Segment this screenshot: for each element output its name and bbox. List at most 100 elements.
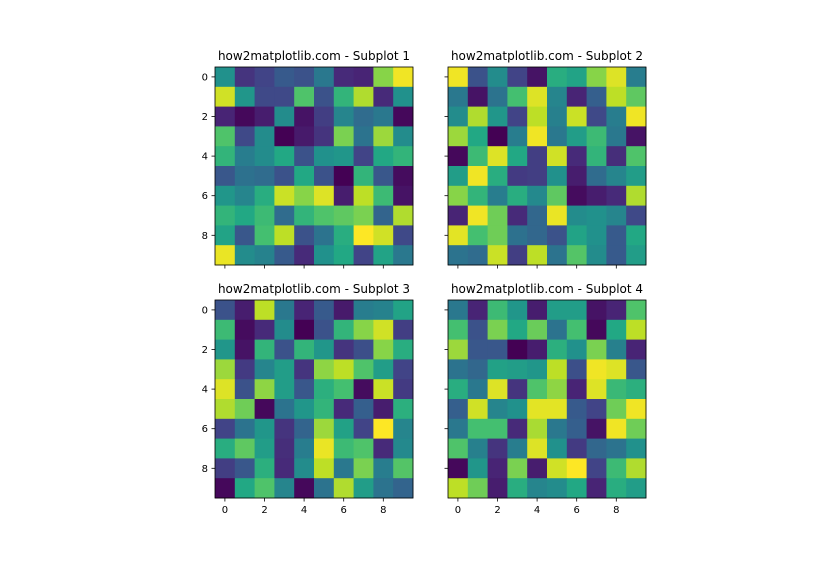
heatmap-cell [448, 106, 469, 127]
heatmap-cell [274, 86, 295, 107]
x-tick-label: 0 [222, 505, 228, 516]
heatmap-cell [527, 126, 548, 147]
heatmap-cell [547, 185, 568, 206]
heatmap-cell [393, 86, 414, 107]
heatmap-cell [353, 106, 374, 127]
heatmap-cell [566, 359, 587, 380]
heatmap-cell [606, 245, 627, 266]
heatmap-cell [353, 245, 374, 266]
heatmap-cell [487, 185, 508, 206]
heatmap-cell [487, 418, 508, 439]
heatmap-cell [448, 379, 469, 400]
heatmap-cell [586, 300, 607, 321]
heatmap-cell [215, 438, 236, 459]
x-tick-label: 4 [301, 505, 307, 516]
heatmap-cell [333, 359, 354, 380]
heatmap-cell [294, 146, 315, 167]
heatmap-cell [254, 418, 275, 439]
heatmap-cell [274, 67, 295, 88]
heatmap-cell [393, 126, 414, 147]
heatmap-cell [294, 399, 315, 420]
heatmap-cell [566, 205, 587, 226]
heatmap-cell [215, 339, 236, 360]
heatmap-cell [626, 300, 647, 321]
heatmap-cell [254, 300, 275, 321]
heatmap-cell [353, 458, 374, 479]
heatmap-cell [314, 225, 335, 246]
heatmap-cell [274, 185, 295, 206]
heatmap-cell [353, 359, 374, 380]
y-tick-label: 0 [202, 305, 208, 316]
heatmap-cell [566, 478, 587, 499]
heatmap-cell [353, 339, 374, 360]
heatmap-cell [586, 339, 607, 360]
heatmap-cell [467, 418, 488, 439]
heatmap-cell [527, 418, 548, 439]
heatmap-cell [353, 478, 374, 499]
heatmap-cell [234, 225, 255, 246]
heatmap-cell [254, 438, 275, 459]
heatmap-cell [626, 418, 647, 439]
heatmap-cell [547, 319, 568, 340]
heatmap-cell [373, 185, 394, 206]
heatmap-cell [586, 418, 607, 439]
subplot-1: how2matplotlib.com - Subplot 1 0 2 4 6 8 [202, 49, 414, 269]
heatmap-cell [333, 438, 354, 459]
heatmap-cell [215, 67, 236, 88]
heatmap-cell [547, 205, 568, 226]
heatmap-cell [566, 379, 587, 400]
heatmap-cell [254, 458, 275, 479]
heatmap-cell [566, 146, 587, 167]
heatmap-cell [566, 185, 587, 206]
heatmap-cell [527, 205, 548, 226]
heatmap-cell [274, 339, 295, 360]
heatmap-cell [448, 185, 469, 206]
heatmap-cell [294, 67, 315, 88]
heatmap-cell [586, 166, 607, 187]
heatmap-cell [448, 67, 469, 88]
heatmap-cell [448, 438, 469, 459]
axes-frame [214, 299, 414, 499]
heatmap-cell [215, 245, 236, 266]
heatmap-cell [448, 319, 469, 340]
heatmap-cell [314, 319, 335, 340]
heatmap-cell [467, 300, 488, 321]
heatmap-cell [393, 359, 414, 380]
heatmap-cell [274, 225, 295, 246]
heatmap-cell [606, 438, 627, 459]
heatmap-cell [566, 86, 587, 107]
heatmap-cell [393, 458, 414, 479]
heatmap-cell [353, 379, 374, 400]
heatmap-cell [487, 245, 508, 266]
heatmap-cell [586, 126, 607, 147]
heatmap-cell [294, 106, 315, 127]
heatmap-cell [527, 245, 548, 266]
heatmap-cell [547, 106, 568, 127]
heatmap-cell [527, 319, 548, 340]
heatmap-cell [467, 478, 488, 499]
heatmap-cell [626, 185, 647, 206]
heatmap-cell [547, 438, 568, 459]
heatmap-cell [527, 166, 548, 187]
heatmap-cell [507, 225, 528, 246]
heatmap-cell [274, 359, 295, 380]
x-tick-label: 2 [261, 505, 267, 516]
heatmap-cell [254, 339, 275, 360]
heatmap-cell [507, 185, 528, 206]
heatmap-cell [487, 166, 508, 187]
heatmap-cell [606, 458, 627, 479]
heatmap-cell [448, 458, 469, 479]
heatmap-cell [547, 225, 568, 246]
heatmap-cell [254, 185, 275, 206]
heatmap-cell [373, 399, 394, 420]
heatmap-cell [373, 300, 394, 321]
heatmap-cell [234, 458, 255, 479]
heatmap-cell [586, 359, 607, 380]
heatmap-cell [215, 205, 236, 226]
heatmap-cell [586, 458, 607, 479]
heatmap-cell [215, 86, 236, 107]
heatmap-cell [274, 319, 295, 340]
heatmap-cell [234, 399, 255, 420]
heatmap-cell [314, 146, 335, 167]
